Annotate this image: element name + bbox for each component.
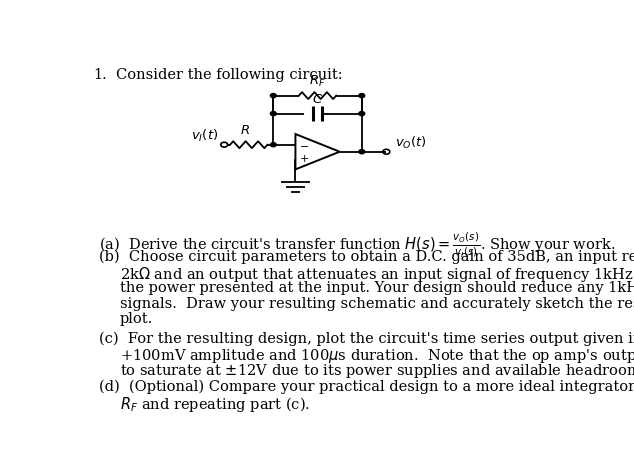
Text: $-$: $-$ bbox=[299, 140, 309, 150]
Text: (b)  Choose circuit parameters to obtain a D.C. gain of 35dB, an input resistanc: (b) Choose circuit parameters to obtain … bbox=[99, 250, 634, 264]
Text: $+$: $+$ bbox=[299, 153, 309, 164]
Circle shape bbox=[270, 143, 276, 147]
Text: 2k$\Omega$ and an output that attenuates an input signal of frequency 1kHz by ha: 2k$\Omega$ and an output that attenuates… bbox=[120, 266, 634, 284]
Text: $R_F$: $R_F$ bbox=[309, 73, 326, 89]
Circle shape bbox=[359, 112, 365, 116]
Text: 1.: 1. bbox=[93, 68, 107, 82]
Text: (a)  Derive the circuit's transfer function $H(s) = \frac{v_O(s)}{v_I(s)}$. Show: (a) Derive the circuit's transfer functi… bbox=[99, 231, 615, 260]
Text: $v_O(t)$: $v_O(t)$ bbox=[395, 135, 427, 151]
Text: (d)  (Optional) Compare your practical design to a more ideal integrator by remo: (d) (Optional) Compare your practical de… bbox=[99, 380, 634, 394]
Text: to saturate at $\pm$12V due to its power supplies and available headroom.: to saturate at $\pm$12V due to its power… bbox=[120, 362, 634, 380]
Text: $R$: $R$ bbox=[240, 124, 250, 137]
Text: $C$: $C$ bbox=[312, 93, 323, 106]
Text: the power presented at the input. Your design should reduce any 1kHz interferenc: the power presented at the input. Your d… bbox=[120, 281, 634, 295]
Text: $R_F$ and repeating part (c).: $R_F$ and repeating part (c). bbox=[120, 395, 309, 414]
Text: $v_I(t)$: $v_I(t)$ bbox=[191, 127, 218, 144]
Text: (c)  For the resulting design, plot the circuit's time series output given input: (c) For the resulting design, plot the c… bbox=[99, 331, 634, 346]
Text: +100mV amplitude and 100$\mu$s duration.  Note that the op amp's output is expec: +100mV amplitude and 100$\mu$s duration.… bbox=[120, 347, 634, 365]
Circle shape bbox=[359, 150, 365, 154]
Circle shape bbox=[359, 94, 365, 98]
Text: signals.  Draw your resulting schematic and accurately sketch the resulting Bode: signals. Draw your resulting schematic a… bbox=[120, 297, 634, 310]
Text: Consider the following circuit:: Consider the following circuit: bbox=[116, 68, 343, 82]
Text: plot.: plot. bbox=[120, 312, 153, 326]
Circle shape bbox=[270, 94, 276, 98]
Circle shape bbox=[270, 112, 276, 116]
